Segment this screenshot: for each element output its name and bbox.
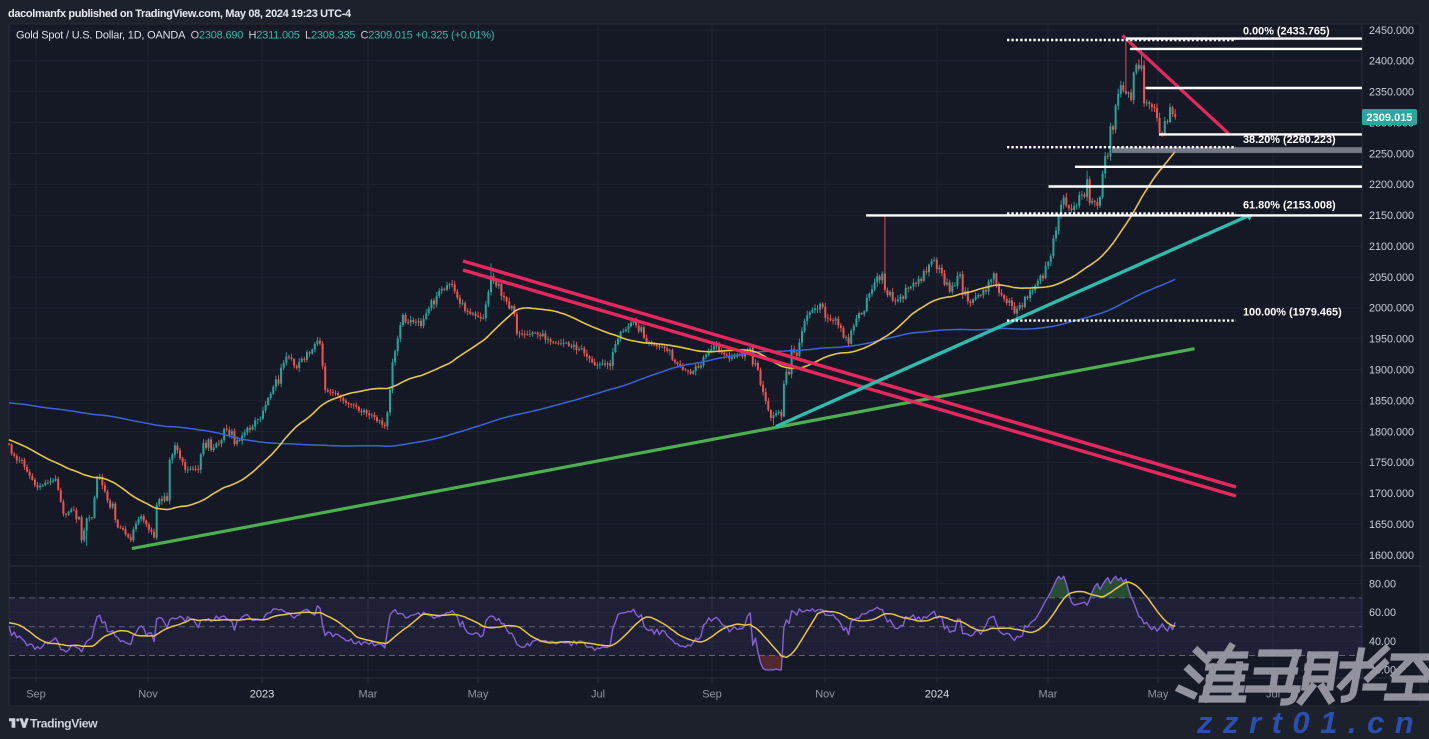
svg-text:2150.000: 2150.000 <box>1369 210 1414 222</box>
svg-text:Sep: Sep <box>26 689 46 701</box>
svg-text:2200.000: 2200.000 <box>1369 179 1414 191</box>
svg-text:1600.000: 1600.000 <box>1369 550 1414 562</box>
svg-text:Sep: Sep <box>702 689 722 701</box>
svg-text:Mar: Mar <box>1039 689 1058 701</box>
svg-text:Gold Spot / U.S. Dollar, 1D, O: Gold Spot / U.S. Dollar, 1D, OANDA O2308… <box>16 30 494 42</box>
svg-text:May: May <box>1148 689 1169 701</box>
svg-text:61.80% (2153.008): 61.80% (2153.008) <box>1243 200 1336 212</box>
svg-text:40.00: 40.00 <box>1369 636 1396 648</box>
svg-text:100.00% (1979.465): 100.00% (1979.465) <box>1243 307 1342 319</box>
svg-text:1650.000: 1650.000 <box>1369 519 1414 531</box>
svg-text:60.00: 60.00 <box>1369 607 1396 619</box>
svg-text:2450.000: 2450.000 <box>1369 25 1414 37</box>
svg-text:38.20% (2260.223): 38.20% (2260.223) <box>1243 134 1336 146</box>
svg-text:1750.000: 1750.000 <box>1369 457 1414 469</box>
svg-text:1700.000: 1700.000 <box>1369 488 1414 500</box>
svg-text:1950.000: 1950.000 <box>1369 334 1414 346</box>
svg-text:2250.000: 2250.000 <box>1369 148 1414 160</box>
svg-text:zzrt01.cn: zzrt01.cn <box>1196 705 1424 739</box>
svg-text:dacolmanfx published on Tradin: dacolmanfx published on TradingView.com,… <box>8 8 352 20</box>
svg-text:2023: 2023 <box>250 689 274 701</box>
svg-text:1850.000: 1850.000 <box>1369 395 1414 407</box>
svg-text:0.00% (2433.765): 0.00% (2433.765) <box>1243 26 1330 38</box>
svg-text:2350.000: 2350.000 <box>1369 87 1414 99</box>
svg-text:2309.015: 2309.015 <box>1367 112 1413 124</box>
svg-text:May: May <box>468 689 489 701</box>
svg-text:Nov: Nov <box>815 689 835 701</box>
svg-text:Jul: Jul <box>591 689 605 701</box>
svg-text:2050.000: 2050.000 <box>1369 272 1414 284</box>
svg-text:Nov: Nov <box>138 689 158 701</box>
svg-text:80.00: 80.00 <box>1369 578 1396 590</box>
svg-text:2024: 2024 <box>925 689 949 701</box>
svg-text:Mar: Mar <box>359 689 378 701</box>
svg-text:1900.000: 1900.000 <box>1369 365 1414 377</box>
svg-text:2000.000: 2000.000 <box>1369 303 1414 315</box>
svg-text:2400.000: 2400.000 <box>1369 56 1414 68</box>
svg-text:TradingView: TradingView <box>30 717 98 731</box>
svg-text:2100.000: 2100.000 <box>1369 241 1414 253</box>
svg-text:1800.000: 1800.000 <box>1369 426 1414 438</box>
